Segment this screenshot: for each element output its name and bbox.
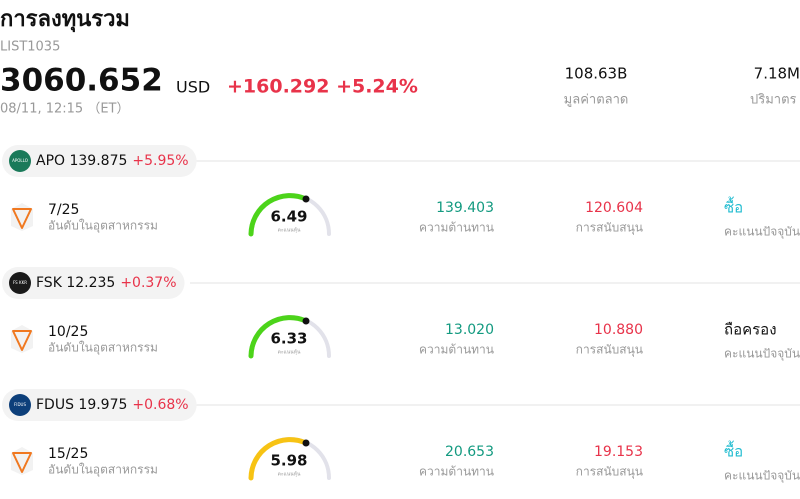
code: LIST1035 [0,40,60,55]
rank-icon [12,452,32,473]
ticker-pill [2,145,197,177]
gauge-arc [248,193,309,237]
ticker-change: +5.95% [132,153,188,169]
change: +160.292 +5.24% [227,76,418,98]
ticker: FDUS 19.975 [36,397,127,413]
resistance: 13.020 [445,322,494,338]
rating: ซื้อ [724,197,743,217]
price: 3060.652 [0,63,163,99]
rating-label: คะแนนปัจจุบัน [724,347,800,362]
score: 6.33 [270,330,307,348]
stat-value: 7.18M [754,65,800,83]
support-label: การสนับสนุน [576,343,643,358]
ticker-change: +0.37% [120,275,176,291]
stat-label: มูลค่าตลาด [564,93,629,108]
support: 120.604 [585,200,643,216]
rank: 15/25 [48,446,88,462]
logo [9,394,31,416]
resistance-label: ความต้านทาน [419,343,494,357]
rating-label: คะแนนปัจจุบัน [724,469,800,484]
support-label: การสนับสนุน [576,465,643,480]
currency: USD [176,78,210,97]
stat-value: 108.63B [565,65,628,83]
rank-label: อันดับในอุตสาหกรรม [48,463,158,478]
logo-text: FS KKR [13,280,27,285]
ticker-pill [2,389,197,421]
rank-icon [12,330,32,351]
gauge-dot [302,195,310,203]
ticker: FSK 12.235 [36,275,115,291]
logo-text: APOLLO [12,158,28,163]
gauge-arc [248,315,309,359]
logo-text: FIDUS [14,402,26,407]
title: การลงทุนรวม [0,7,130,33]
score-label: คะแนนหุ้น [278,471,301,478]
gauge-dot [302,439,310,447]
rating: ถือครอง [724,321,777,339]
resistance-label: ความต้านทาน [419,465,494,479]
support: 19.153 [594,444,643,460]
resistance: 20.653 [445,444,494,460]
resistance: 139.403 [436,200,494,216]
support: 10.880 [594,322,643,338]
date: 08/11, 12:15 （ET） [0,102,129,117]
gauge-dot [302,317,310,325]
stat-label: ปริมาตร [750,93,797,108]
ticker-change: +0.68% [132,397,188,413]
resistance-label: ความต้านทาน [419,221,494,235]
rank-icon [12,208,32,229]
rank: 10/25 [48,324,88,340]
gauge-arc [248,437,309,481]
logo [9,150,31,172]
score: 5.98 [270,452,307,470]
rank-label: อันดับในอุตสาหกรรม [48,219,158,234]
rank: 7/25 [48,202,79,218]
score-label: คะแนนหุ้น [278,349,301,356]
rank-label: อันดับในอุตสาหกรรม [48,341,158,356]
logo [9,272,31,294]
ticker: APO 139.875 [36,153,127,169]
score: 6.49 [270,208,307,226]
support-label: การสนับสนุน [576,221,643,236]
score-label: คะแนนหุ้น [278,227,301,234]
ticker-pill [2,267,185,299]
rating-label: คะแนนปัจจุบัน [724,225,800,240]
rating: ซื้อ [724,441,743,461]
